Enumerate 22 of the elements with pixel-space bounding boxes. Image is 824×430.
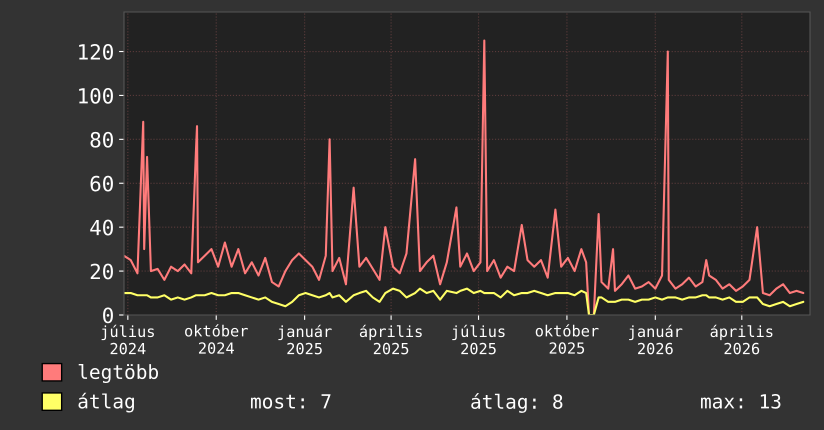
x-tick-label: április 2026	[710, 324, 772, 354]
y-tick-label: 20	[90, 264, 113, 280]
y-tick-label: 40	[90, 220, 113, 236]
x-tick-label: április 2025	[360, 324, 422, 354]
x-tick-label: október 2024	[185, 324, 248, 354]
line-series	[124, 40, 804, 315]
y-tick-label: 0	[103, 308, 113, 324]
y-tick-label: 100	[79, 88, 113, 104]
legend-label: átlag	[78, 392, 134, 412]
x-tick-label: október 2025	[536, 324, 599, 354]
x-tick-label: július 2025	[452, 324, 505, 354]
y-tick-label: 60	[90, 176, 113, 192]
y-tick-label: 120	[79, 44, 113, 60]
x-tick-label: január 2026	[629, 324, 682, 354]
line-series	[124, 288, 804, 315]
text: átlag: 8	[471, 393, 562, 413]
x-tick-label: július 2024	[102, 324, 154, 354]
y-tick-label: 80	[90, 132, 113, 148]
text: most: 7	[251, 394, 330, 409]
x-tick-label: január 2025	[278, 324, 332, 354]
legend-label: legtöbb	[78, 364, 158, 384]
text: max: 13	[701, 394, 780, 409]
